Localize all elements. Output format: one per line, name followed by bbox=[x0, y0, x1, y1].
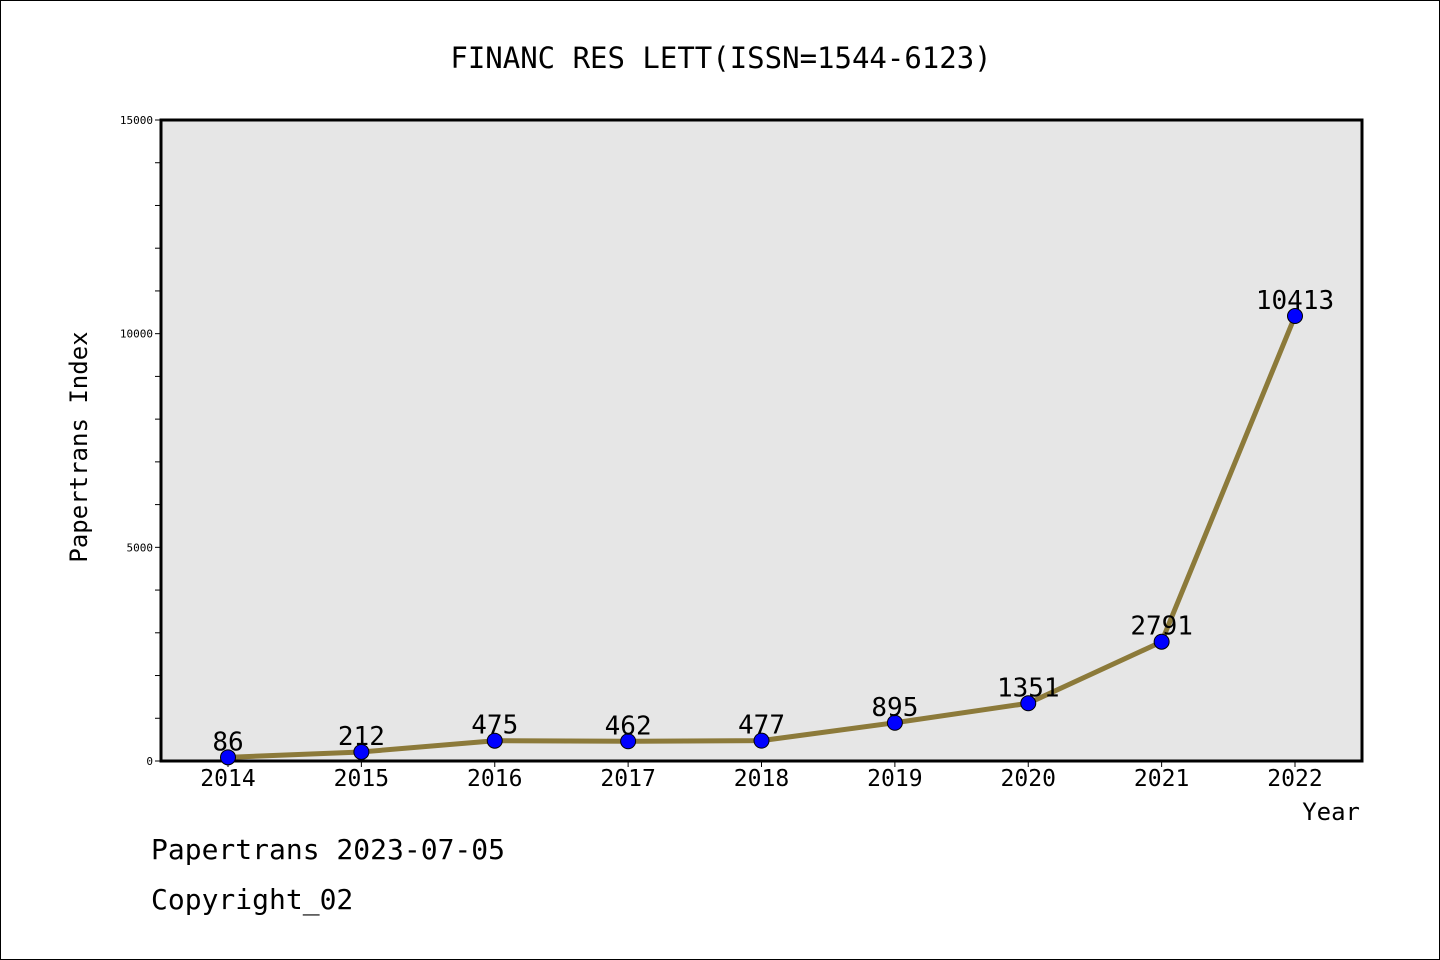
x-tick-label: 2021 bbox=[1134, 766, 1189, 792]
data-markers bbox=[220, 308, 1303, 766]
data-point bbox=[886, 714, 903, 731]
data-label: 86 bbox=[212, 727, 243, 757]
x-axis: 2014 2015 2016 2017 2018 2019 2020 2021 2022 bbox=[200, 761, 1323, 792]
x-tick-label: 2014 bbox=[200, 766, 255, 792]
x-axis-title: Year bbox=[1302, 798, 1360, 826]
footer-source-date: Papertrans 2023-07-05 bbox=[151, 833, 506, 866]
x-tick-label: 2015 bbox=[334, 766, 389, 792]
data-label: 895 bbox=[871, 693, 918, 723]
data-labels: 86 212 475 462 477 895 1351 2791 10413 bbox=[212, 286, 1334, 757]
data-label: 10413 bbox=[1256, 286, 1334, 316]
plot-area bbox=[159, 118, 1364, 763]
data-point bbox=[1153, 633, 1170, 650]
data-label: 212 bbox=[338, 722, 385, 752]
data-label: 477 bbox=[738, 711, 785, 741]
y-tick-label: 5000 bbox=[127, 541, 154, 554]
data-label: 1351 bbox=[997, 673, 1060, 703]
x-tick-label: 2022 bbox=[1267, 766, 1322, 792]
x-tick-label: 2016 bbox=[467, 766, 522, 792]
x-tick-label: 2017 bbox=[600, 766, 655, 792]
y-tick-label: 0 bbox=[146, 755, 153, 768]
data-label: 462 bbox=[605, 711, 652, 741]
y-axis: 0 5000 10000 15000 bbox=[120, 114, 161, 768]
data-point bbox=[1020, 695, 1037, 712]
x-tick-label: 2019 bbox=[867, 766, 922, 792]
data-point bbox=[220, 749, 236, 766]
x-tick-label: 2020 bbox=[1001, 766, 1056, 792]
data-label: 2791 bbox=[1130, 612, 1193, 642]
x-tick-label: 2018 bbox=[734, 766, 789, 792]
y-axis-title: Papertrans Index bbox=[65, 331, 93, 562]
y-tick-label: 10000 bbox=[120, 328, 153, 341]
chart-title: FINANC RES LETT(ISSN=1544-6123) bbox=[450, 41, 991, 75]
data-label: 475 bbox=[471, 711, 518, 741]
data-point bbox=[753, 732, 770, 749]
data-point bbox=[486, 732, 503, 749]
data-point bbox=[1287, 308, 1303, 325]
data-point bbox=[353, 743, 370, 760]
data-point bbox=[620, 733, 637, 750]
y-tick-label: 15000 bbox=[120, 114, 153, 127]
footer-copyright: Copyright_02 bbox=[151, 883, 354, 916]
